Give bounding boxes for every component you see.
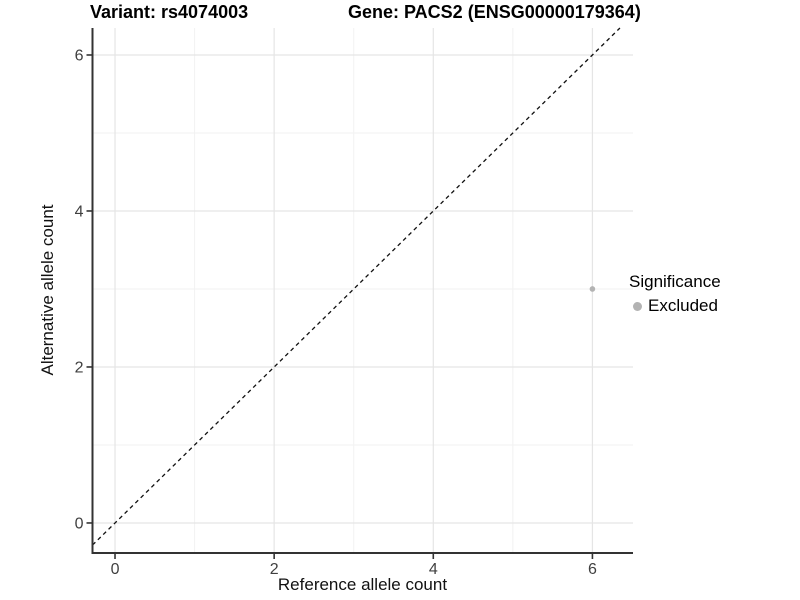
plot-title-variant: Variant: rs4074003 <box>90 2 249 22</box>
x-tick-label: 6 <box>588 561 597 578</box>
plot-title-gene: Gene: PACS2 (ENSG00000179364) <box>348 2 641 22</box>
legend-entry-excluded: Excluded <box>629 296 721 316</box>
x-tick-label: 0 <box>111 561 120 578</box>
x-tick-label: 4 <box>429 561 438 578</box>
identity-reference-line <box>92 27 621 546</box>
legend-point-icon <box>633 301 642 311</box>
x-axis-title: Reference allele count <box>277 575 448 594</box>
legend-entry-label: Excluded <box>648 296 718 315</box>
data-point <box>589 286 596 292</box>
y-tick-label: 2 <box>75 359 84 376</box>
x-tick-label: 2 <box>270 561 279 578</box>
legend-title: Significance <box>629 272 721 291</box>
legend: Significance Excluded <box>629 272 721 316</box>
y-tick-label: 6 <box>75 47 84 64</box>
y-tick-label: 4 <box>75 203 84 220</box>
y-tick-label: 0 <box>75 515 84 532</box>
y-axis-title: Alternative allele count <box>38 204 57 376</box>
